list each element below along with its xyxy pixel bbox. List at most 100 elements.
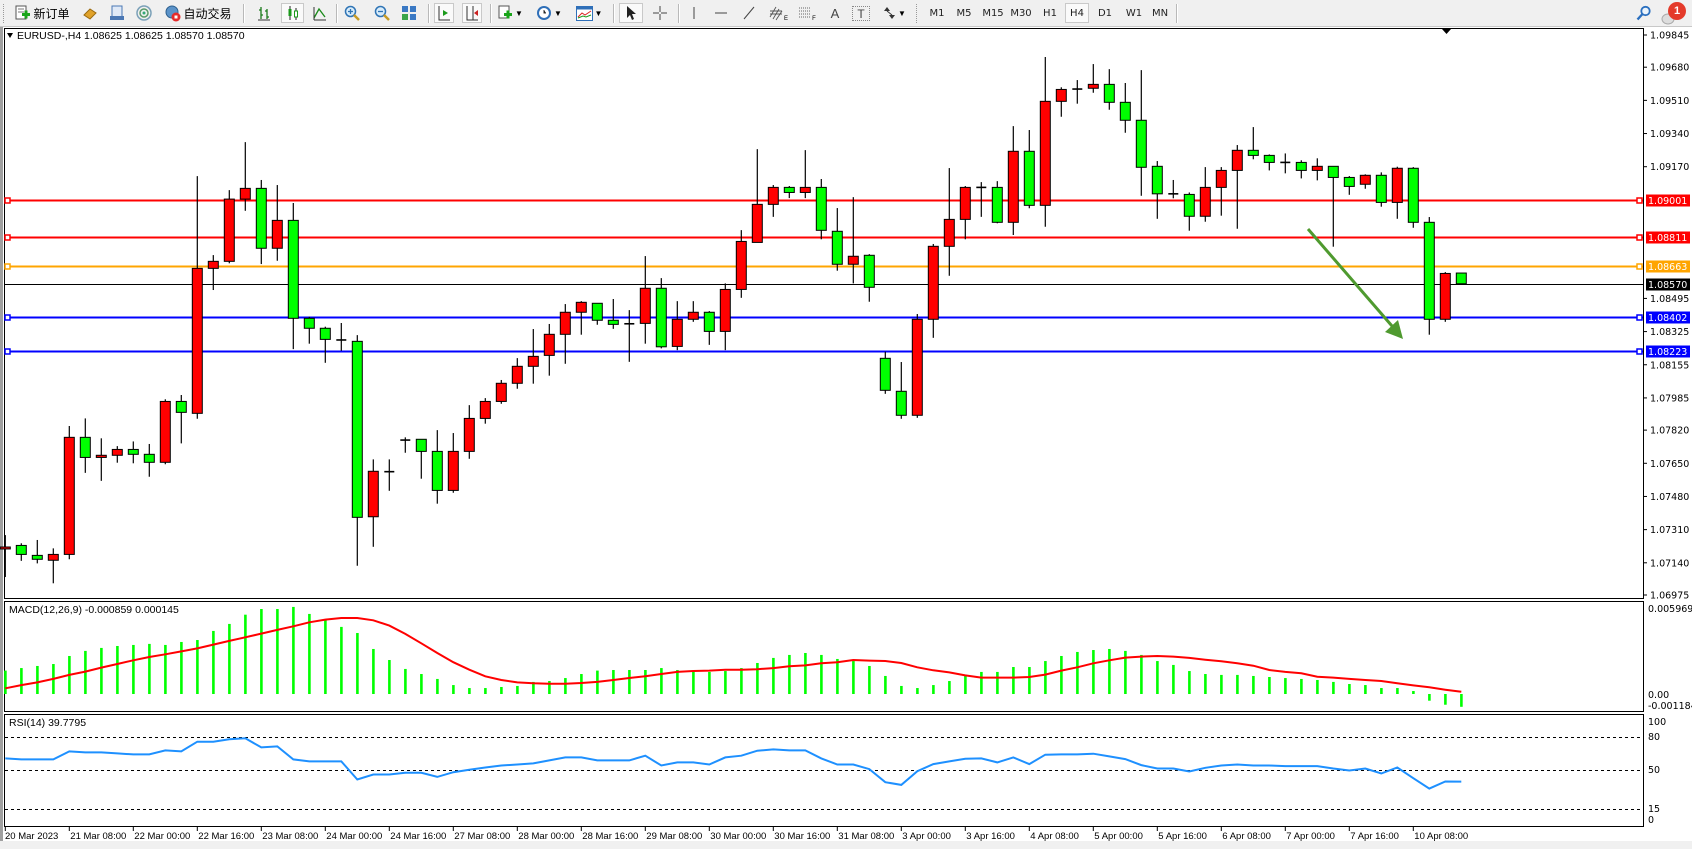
cursor-arrow-icon bbox=[625, 5, 637, 21]
cursor-button[interactable] bbox=[619, 3, 643, 23]
zoom-in-button[interactable] bbox=[342, 3, 362, 23]
zoom-out-icon bbox=[374, 5, 390, 21]
chart-background bbox=[0, 27, 1692, 849]
text-button[interactable]: A bbox=[830, 5, 840, 21]
auto-scroll-icon bbox=[437, 5, 451, 21]
macd-histogram-bar bbox=[708, 671, 711, 694]
signals-button[interactable] bbox=[134, 3, 154, 23]
rsi-panel[interactable] bbox=[4, 714, 1644, 827]
fibonacci-button[interactable]: F bbox=[796, 3, 818, 23]
auto-trading-label: 自动交易 bbox=[183, 6, 232, 21]
candlestick-chart-button[interactable] bbox=[281, 3, 304, 23]
candle bbox=[479, 398, 491, 424]
auto-trading-button[interactable]: 自动交易 bbox=[162, 3, 234, 23]
symbol-period: EURUSD-,H4 bbox=[17, 30, 81, 42]
candle-body bbox=[1055, 88, 1067, 102]
horizontal-line-button[interactable] bbox=[711, 3, 731, 23]
timeframe-h1[interactable]: H1 bbox=[1043, 7, 1057, 19]
periods-dropdown[interactable]: ▼ bbox=[534, 3, 564, 23]
search-button[interactable] bbox=[1634, 3, 1654, 23]
horizontal-levels: 1.09001 1.08811 1.08663 1.08402 1.08223 1.085… bbox=[4, 194, 1690, 358]
candle bbox=[1087, 64, 1099, 93]
candle bbox=[591, 302, 603, 325]
macd-panel[interactable] bbox=[4, 601, 1644, 712]
fibonacci-channel-button[interactable]: E bbox=[767, 3, 789, 23]
candle-body bbox=[1199, 186, 1211, 217]
time-axis-label: 5 Apr 16:00 bbox=[1158, 831, 1207, 842]
timeframe-m15[interactable]: M15 bbox=[982, 7, 1004, 19]
time-axis-label: 24 Mar 16:00 bbox=[390, 831, 446, 842]
candle bbox=[159, 399, 171, 465]
price-axis-label: 1.07985 bbox=[1650, 393, 1689, 404]
timeframe-m1[interactable]: M1 bbox=[929, 7, 945, 19]
new-order-button[interactable]: 新订单 bbox=[10, 3, 74, 23]
bar-chart-button[interactable] bbox=[254, 3, 274, 23]
level-anchor-handle bbox=[1636, 348, 1643, 355]
chart-menu-triangle-icon[interactable] bbox=[7, 33, 13, 38]
notification-badge[interactable]: 1 bbox=[1668, 2, 1686, 20]
line-chart-button[interactable] bbox=[310, 3, 330, 23]
timeframe-m30[interactable]: M30 bbox=[1010, 7, 1032, 19]
level-price-tag bbox=[1646, 345, 1690, 358]
time-axis-label: 5 Apr 00:00 bbox=[1094, 831, 1143, 842]
macd-histogram-bar bbox=[820, 654, 823, 694]
macd-histogram-bar bbox=[260, 609, 263, 694]
time-axis-label: 20 Mar 2023 bbox=[5, 831, 58, 842]
candle bbox=[415, 438, 427, 479]
toolbar-grip[interactable] bbox=[916, 4, 919, 23]
trendline-button[interactable] bbox=[739, 3, 759, 23]
candle bbox=[543, 323, 555, 376]
candle bbox=[1455, 272, 1467, 285]
candle-body bbox=[79, 436, 91, 458]
macd-histogram-bar bbox=[532, 681, 535, 694]
timeframe-d1[interactable]: D1 bbox=[1097, 7, 1113, 19]
macd-histogram-bar bbox=[276, 609, 279, 694]
macd-histogram-bar bbox=[36, 665, 39, 694]
time-axis-label: 24 Mar 00:00 bbox=[326, 831, 382, 842]
zoom-out-button[interactable] bbox=[372, 3, 392, 23]
crosshair-button[interactable] bbox=[650, 3, 670, 23]
chart-shift-button[interactable] bbox=[462, 3, 482, 23]
timeframe-mn[interactable]: MN bbox=[1151, 7, 1169, 19]
candle bbox=[191, 176, 203, 419]
chart-shift-marker-icon[interactable] bbox=[1442, 29, 1451, 34]
timeframe-h4[interactable]: H4 bbox=[1065, 3, 1089, 23]
indicators-dropdown[interactable]: ▼ bbox=[495, 3, 525, 23]
arrows-icon bbox=[882, 5, 896, 21]
fibonacci-icon bbox=[798, 5, 812, 21]
candle-body bbox=[703, 311, 715, 332]
macd-histogram-bar bbox=[1332, 681, 1335, 694]
level-anchor-handle bbox=[4, 234, 11, 241]
candle-body bbox=[895, 390, 907, 416]
candle bbox=[271, 185, 283, 261]
text-label-button[interactable]: T bbox=[852, 6, 870, 21]
candle-body bbox=[847, 255, 859, 265]
macd-histogram-bar bbox=[1204, 674, 1207, 694]
main-price-panel[interactable] bbox=[4, 28, 1644, 599]
time-axis-label: 31 Mar 08:00 bbox=[838, 831, 894, 842]
candle-body bbox=[63, 436, 75, 555]
candle-body bbox=[239, 187, 251, 200]
candle bbox=[447, 433, 459, 493]
timeframe-w1[interactable]: W1 bbox=[1125, 7, 1143, 19]
arrows-dropdown[interactable]: ▼ bbox=[879, 3, 909, 23]
history-button[interactable] bbox=[107, 3, 127, 23]
window-left-edge bbox=[0, 27, 3, 849]
macd-histogram-bar bbox=[740, 668, 743, 694]
vertical-line-button[interactable] bbox=[685, 3, 703, 23]
trend-arrow-drawing[interactable] bbox=[1306, 228, 1403, 339]
toolbar-grip[interactable] bbox=[3, 4, 6, 23]
level-anchor-handle bbox=[4, 263, 11, 270]
templates-dropdown[interactable]: ▼ bbox=[573, 3, 605, 23]
tile-windows-button[interactable] bbox=[399, 3, 419, 23]
macd-histogram-bar bbox=[452, 685, 455, 694]
market-watch-button[interactable] bbox=[80, 3, 100, 23]
time-axis-label: 4 Apr 08:00 bbox=[1030, 831, 1079, 842]
timeframe-m5[interactable]: M5 bbox=[956, 7, 972, 19]
macd-histogram-bar bbox=[20, 668, 23, 694]
candle bbox=[31, 539, 43, 564]
candle bbox=[624, 310, 635, 362]
auto-scroll-button[interactable] bbox=[434, 3, 454, 23]
separator bbox=[243, 4, 245, 23]
